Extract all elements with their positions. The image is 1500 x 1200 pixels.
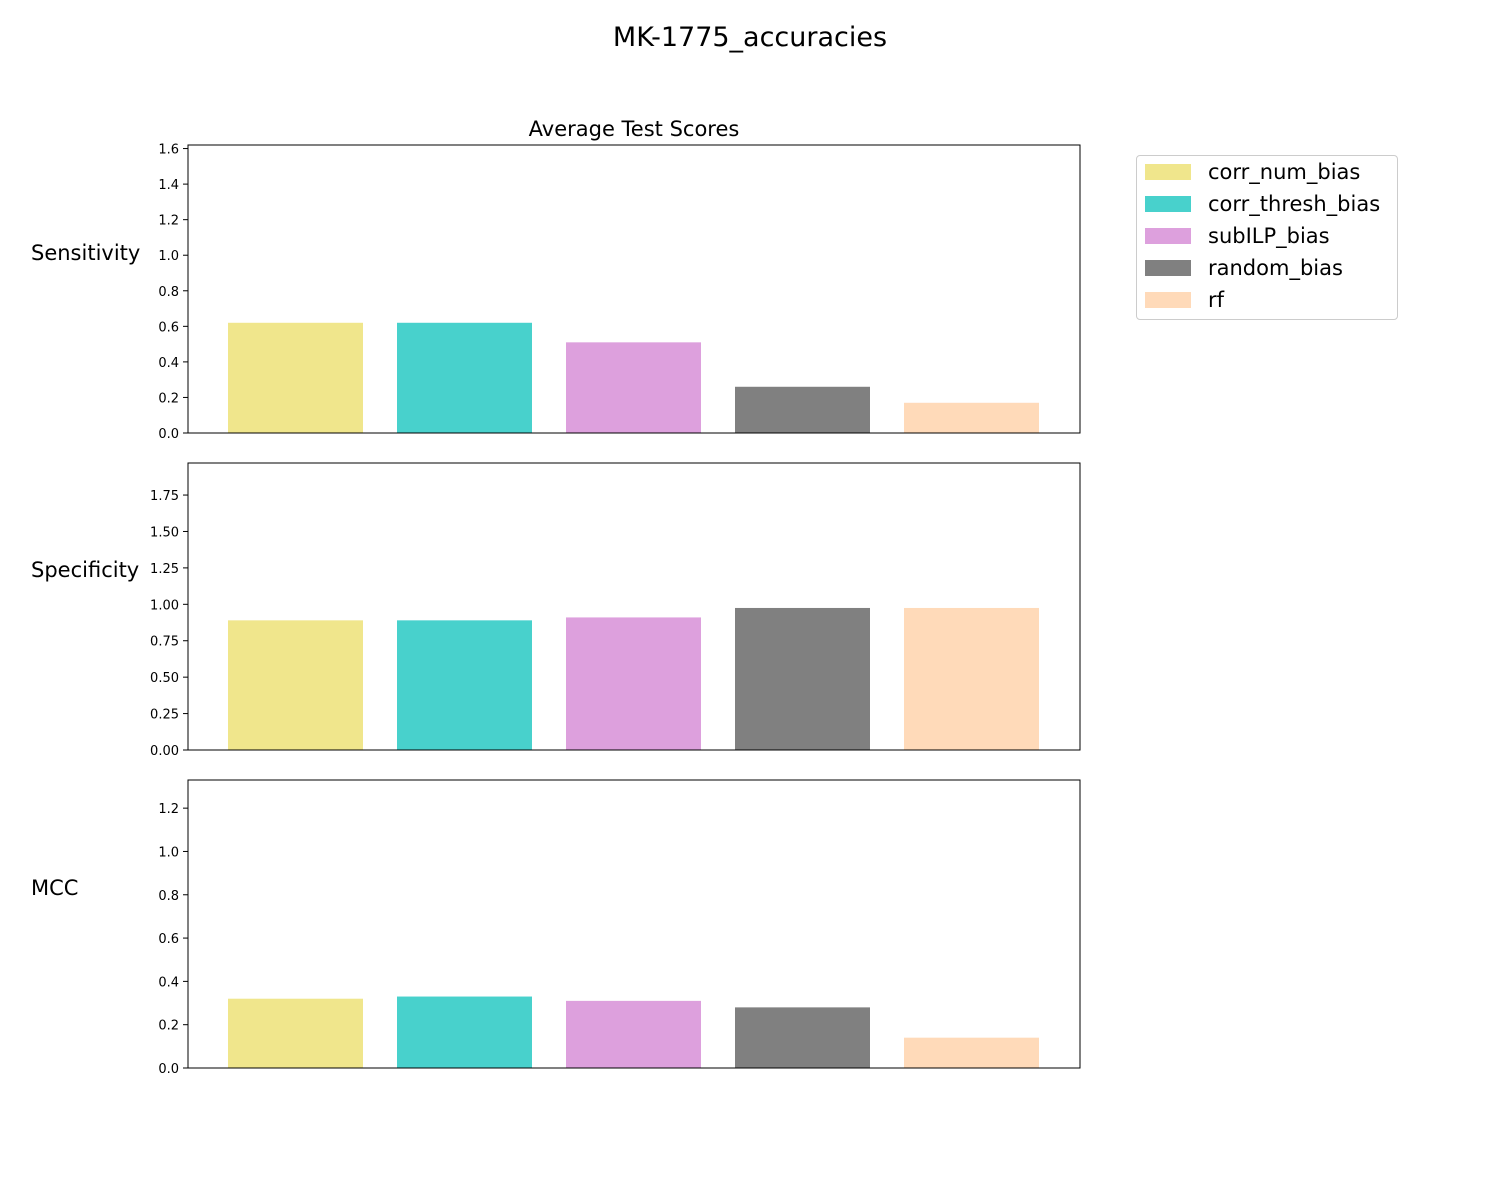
bar-corr_num_bias — [228, 998, 363, 1068]
legend-item: corr_thresh_bias — [1145, 192, 1380, 216]
bar-corr_thresh_bias — [397, 996, 532, 1068]
legend-label: subILP_bias — [1208, 224, 1330, 248]
y-tick-label: 1.75 — [150, 489, 179, 504]
legend-label: corr_thresh_bias — [1208, 192, 1381, 216]
y-tick-label: 1.0 — [158, 249, 179, 264]
y-tick-label: 1.6 — [158, 143, 179, 158]
axes-frame — [187, 144, 1081, 434]
legend-label: rf — [1208, 288, 1225, 312]
y-tick-label: 0.4 — [158, 975, 179, 990]
y-tick-label: 0.2 — [158, 1019, 179, 1034]
y-tick-label: 0.0 — [158, 427, 179, 442]
y-tick-label: 0.4 — [158, 356, 179, 371]
legend-swatch — [1145, 196, 1191, 212]
bar-subILP_bias — [566, 342, 701, 433]
legend-swatch — [1145, 260, 1191, 276]
y-tick-label: 0.0 — [158, 1062, 179, 1077]
legend-label: corr_num_bias — [1208, 160, 1361, 184]
legend-item: subILP_bias — [1145, 224, 1330, 248]
panel-ylabel: MCC — [31, 876, 78, 900]
axes-frame — [187, 779, 1081, 1069]
bar-corr_num_bias — [228, 620, 363, 750]
bar-rf — [904, 402, 1039, 433]
legend-swatch — [1145, 292, 1191, 308]
bar-rf — [904, 607, 1039, 750]
y-tick-label: 1.2 — [158, 214, 179, 229]
y-tick-label: 0.75 — [150, 635, 179, 650]
panels-group: 0.0 0.2 0.4 0.6 0.8 1.0 1.2 1.4 1.6 Sensitivity 0.… — [31, 143, 1081, 1077]
y-tick-label: 0.6 — [158, 932, 179, 947]
y-tick-label: 0.50 — [150, 671, 179, 686]
y-tick-label: 1.4 — [158, 178, 179, 193]
y-tick-label: 0.00 — [150, 744, 179, 759]
y-tick-label: 1.2 — [158, 802, 179, 817]
panel-ylabel: Specificity — [31, 558, 139, 582]
bar-random_bias — [735, 607, 870, 750]
bar-corr_num_bias — [228, 322, 363, 433]
y-tick-label: 1.50 — [150, 525, 179, 540]
figure-suptitle: MK-1775_accuracies — [613, 22, 887, 53]
y-tick-label: 0.2 — [158, 391, 179, 406]
y-tick-label: 1.0 — [158, 845, 179, 860]
legend-swatch — [1145, 164, 1191, 180]
y-tick-label: 0.8 — [158, 889, 179, 904]
bar-rf — [904, 1037, 1039, 1068]
axes-frame — [187, 462, 1081, 751]
y-tick-label: 1.25 — [150, 562, 179, 577]
bar-subILP_bias — [566, 617, 701, 750]
legend: corr_num_bias corr_thresh_bias subILP_bi… — [1136, 155, 1398, 320]
y-tick-label: 1.00 — [150, 598, 179, 613]
y-tick-label: 0.8 — [158, 285, 179, 300]
bar-corr_thresh_bias — [397, 620, 532, 750]
legend-item: rf — [1145, 288, 1224, 312]
bar-random_bias — [735, 386, 870, 433]
y-tick-label: 0.6 — [158, 320, 179, 335]
legend-item: corr_num_bias — [1145, 160, 1360, 184]
y-tick-label: 0.25 — [150, 708, 179, 723]
legend-item: random_bias — [1145, 256, 1343, 280]
panel-ylabel: Sensitivity — [31, 241, 140, 265]
chart-title: Average Test Scores — [529, 117, 740, 141]
legend-label: random_bias — [1208, 256, 1343, 280]
bar-subILP_bias — [566, 1000, 701, 1068]
bar-random_bias — [735, 1007, 870, 1068]
bar-corr_thresh_bias — [397, 322, 532, 433]
legend-swatch — [1145, 228, 1191, 244]
